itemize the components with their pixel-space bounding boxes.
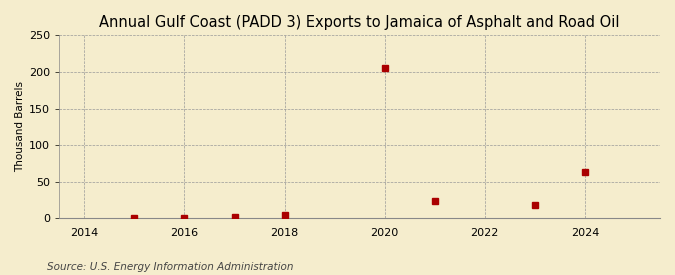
Y-axis label: Thousand Barrels: Thousand Barrels [15, 81, 25, 172]
Title: Annual Gulf Coast (PADD 3) Exports to Jamaica of Asphalt and Road Oil: Annual Gulf Coast (PADD 3) Exports to Ja… [99, 15, 620, 30]
Text: Source: U.S. Energy Information Administration: Source: U.S. Energy Information Administ… [47, 262, 294, 272]
